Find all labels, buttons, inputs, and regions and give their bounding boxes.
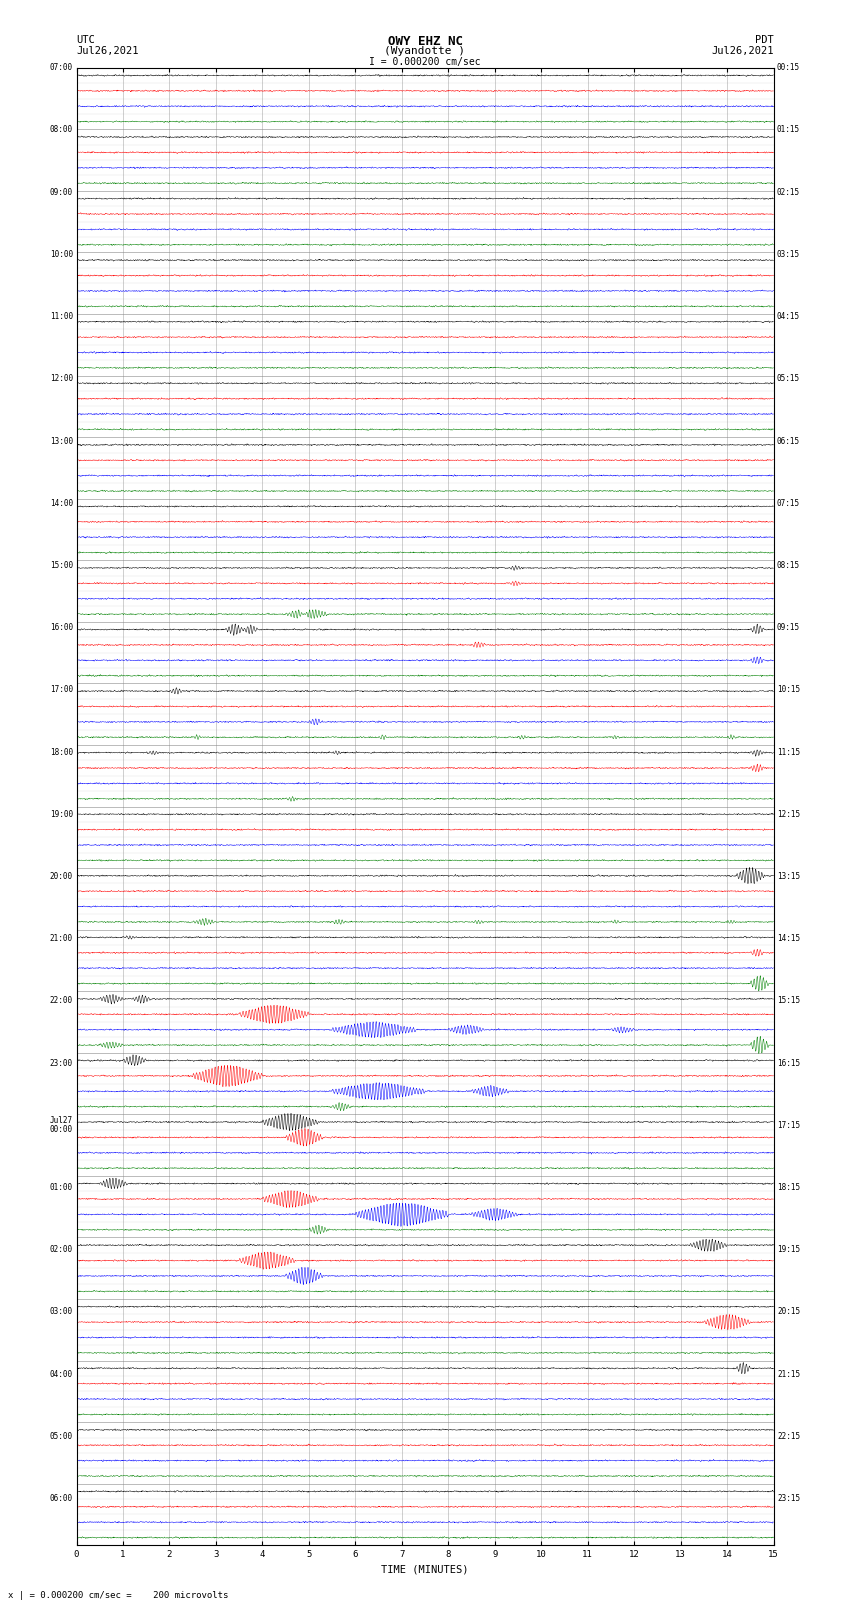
Text: 20:00: 20:00: [50, 873, 73, 881]
Text: 11:15: 11:15: [777, 747, 800, 756]
Text: 09:15: 09:15: [777, 623, 800, 632]
Text: Jul26,2021: Jul26,2021: [76, 45, 139, 56]
Text: PDT: PDT: [755, 35, 774, 45]
Text: 14:15: 14:15: [777, 934, 800, 944]
Text: 16:00: 16:00: [50, 623, 73, 632]
Text: 02:00: 02:00: [50, 1245, 73, 1255]
Text: 22:15: 22:15: [777, 1432, 800, 1440]
Text: 05:00: 05:00: [50, 1432, 73, 1440]
Text: 22:00: 22:00: [50, 997, 73, 1005]
Text: OWY EHZ NC: OWY EHZ NC: [388, 35, 462, 48]
Text: 08:15: 08:15: [777, 561, 800, 569]
Text: 15:15: 15:15: [777, 997, 800, 1005]
Text: 00:00: 00:00: [50, 1126, 73, 1134]
Text: 02:15: 02:15: [777, 187, 800, 197]
Text: 17:15: 17:15: [777, 1121, 800, 1129]
Text: 07:15: 07:15: [777, 498, 800, 508]
Text: 17:00: 17:00: [50, 686, 73, 694]
Text: 08:00: 08:00: [50, 126, 73, 134]
Text: 03:15: 03:15: [777, 250, 800, 258]
Text: x | = 0.000200 cm/sec =    200 microvolts: x | = 0.000200 cm/sec = 200 microvolts: [8, 1590, 229, 1600]
Text: 16:15: 16:15: [777, 1058, 800, 1068]
Text: 15:00: 15:00: [50, 561, 73, 569]
Text: 21:15: 21:15: [777, 1369, 800, 1379]
Text: 03:00: 03:00: [50, 1308, 73, 1316]
Text: 19:15: 19:15: [777, 1245, 800, 1255]
Text: 12:00: 12:00: [50, 374, 73, 384]
X-axis label: TIME (MINUTES): TIME (MINUTES): [382, 1565, 468, 1574]
Text: 14:00: 14:00: [50, 498, 73, 508]
Text: 06:00: 06:00: [50, 1494, 73, 1503]
Text: 10:00: 10:00: [50, 250, 73, 258]
Text: 01:15: 01:15: [777, 126, 800, 134]
Text: 13:00: 13:00: [50, 437, 73, 445]
Text: 05:15: 05:15: [777, 374, 800, 384]
Text: 20:15: 20:15: [777, 1308, 800, 1316]
Text: 04:00: 04:00: [50, 1369, 73, 1379]
Text: UTC: UTC: [76, 35, 95, 45]
Text: 23:00: 23:00: [50, 1058, 73, 1068]
Text: 09:00: 09:00: [50, 187, 73, 197]
Text: 23:15: 23:15: [777, 1494, 800, 1503]
Text: 12:15: 12:15: [777, 810, 800, 819]
Text: 13:15: 13:15: [777, 873, 800, 881]
Text: 00:15: 00:15: [777, 63, 800, 73]
Text: I = 0.000200 cm/sec: I = 0.000200 cm/sec: [369, 58, 481, 68]
Text: 18:00: 18:00: [50, 747, 73, 756]
Text: 04:15: 04:15: [777, 311, 800, 321]
Text: Jul27: Jul27: [50, 1116, 73, 1126]
Text: 11:00: 11:00: [50, 311, 73, 321]
Text: 10:15: 10:15: [777, 686, 800, 694]
Text: 21:00: 21:00: [50, 934, 73, 944]
Text: 18:15: 18:15: [777, 1182, 800, 1192]
Text: 01:00: 01:00: [50, 1182, 73, 1192]
Text: (Wyandotte ): (Wyandotte ): [384, 45, 466, 56]
Text: 06:15: 06:15: [777, 437, 800, 445]
Text: 19:00: 19:00: [50, 810, 73, 819]
Text: 07:00: 07:00: [50, 63, 73, 73]
Text: Jul26,2021: Jul26,2021: [711, 45, 774, 56]
